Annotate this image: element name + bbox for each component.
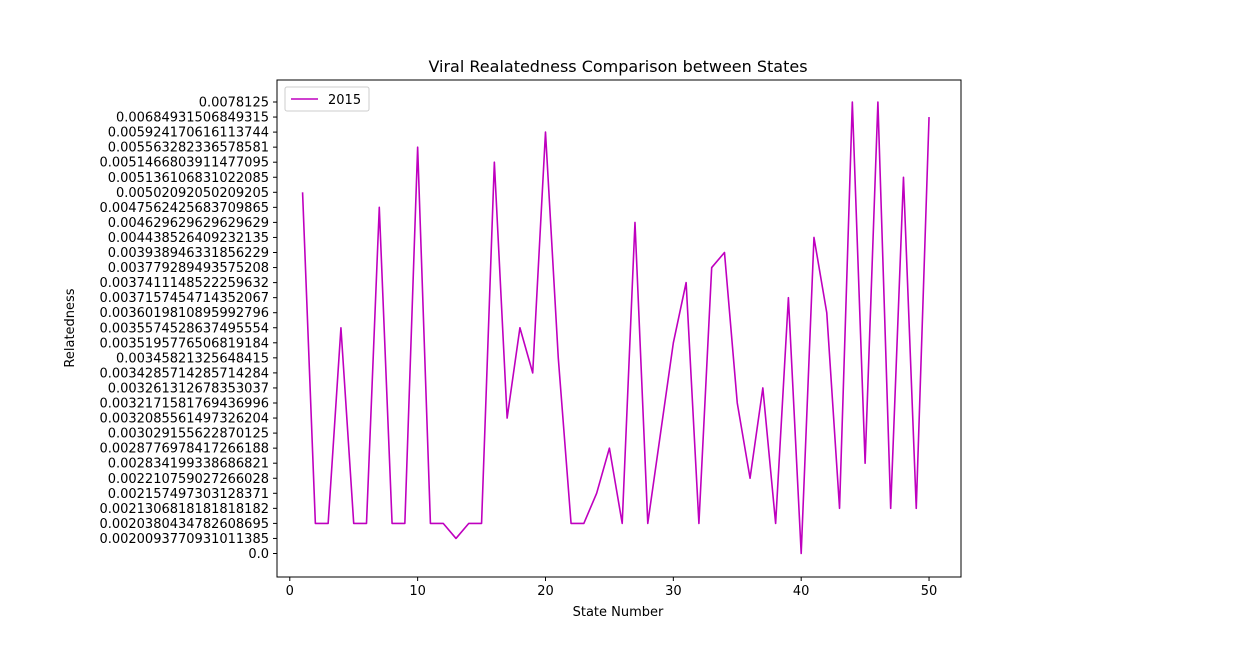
y-tick-label: 0.002834199338686821 — [108, 457, 269, 472]
x-tick-label: 20 — [537, 584, 554, 599]
y-tick-label: 0.0020380434782608695 — [99, 517, 269, 532]
legend: 2015 — [284, 86, 370, 112]
y-tick-label: 0.005563282336578581 — [108, 141, 269, 156]
x-axis-label: State Number — [573, 605, 664, 620]
x-tick-label: 0 — [286, 584, 294, 599]
y-tick-label: 0.0020093770931011385 — [99, 532, 269, 547]
y-tick-label: 0.0078125 — [199, 96, 269, 111]
y-tick-label: 0.0037411148522259632 — [99, 276, 269, 291]
y-tick-label: 0.002157497303128371 — [108, 487, 269, 502]
y-tick-label: 0.0021306818181818182 — [99, 502, 269, 517]
y-tick-label: 0.0 — [248, 547, 269, 562]
y-tick-label: 0.003029155622870125 — [108, 427, 269, 442]
y-tick-label: 0.0051466803911477095 — [99, 156, 269, 171]
y-tick-label: 0.0037157454714352067 — [99, 291, 269, 306]
y-tick-label: 0.004438526409232135 — [108, 231, 269, 246]
x-axis-ticks: 0 10 20 30 40 50 — [286, 577, 938, 599]
y-tick-label: 0.0028776978417266188 — [99, 442, 269, 457]
x-tick-label: 10 — [409, 584, 426, 599]
y-tick-label: 0.00345821325648415 — [116, 351, 269, 366]
y-tick-label: 0.0034285714285714284 — [99, 366, 269, 381]
y-tick-label: 0.005136106831022085 — [108, 171, 269, 186]
y-tick-label: 0.003779289493575208 — [108, 261, 269, 276]
y-tick-label: 0.005924170616113744 — [108, 126, 269, 141]
y-tick-label: 0.0032171581769436996 — [99, 397, 269, 412]
chart-title: Viral Realatedness Comparison between St… — [428, 57, 807, 76]
y-tick-label: 0.0035574528637495554 — [99, 321, 269, 336]
y-tick-label: 0.0032085561497326204 — [99, 412, 269, 427]
x-tick-label: 50 — [921, 584, 938, 599]
y-axis-label: Relatedness — [63, 288, 78, 367]
y-tick-label: 0.0047562425683709865 — [99, 201, 269, 216]
y-axis-ticks: 0.00.00200937709310113850.00203804347826… — [99, 96, 277, 562]
y-tick-label: 0.00502092050209205 — [116, 186, 269, 201]
series-layer — [301, 101, 930, 555]
y-tick-label: 0.0036019810895992796 — [99, 306, 269, 321]
series-line-2015 — [301, 101, 930, 555]
y-tick-label: 0.003261312678353037 — [108, 381, 269, 396]
legend-label-2015: 2015 — [328, 93, 361, 108]
y-tick-label: 0.0035195776506819184 — [99, 336, 269, 351]
y-tick-label: 0.00684931506849315 — [116, 111, 269, 126]
x-tick-label: 30 — [665, 584, 682, 599]
x-tick-label: 40 — [793, 584, 810, 599]
y-tick-label: 0.004629629629629629 — [108, 216, 269, 231]
y-tick-label: 0.002210759027266028 — [108, 472, 269, 487]
legend-box — [284, 86, 370, 112]
plot-area: 0 10 20 30 40 50 0.00.00200937709310113850.00… — [99, 79, 962, 599]
y-tick-label: 0.003938946331856229 — [108, 246, 269, 261]
